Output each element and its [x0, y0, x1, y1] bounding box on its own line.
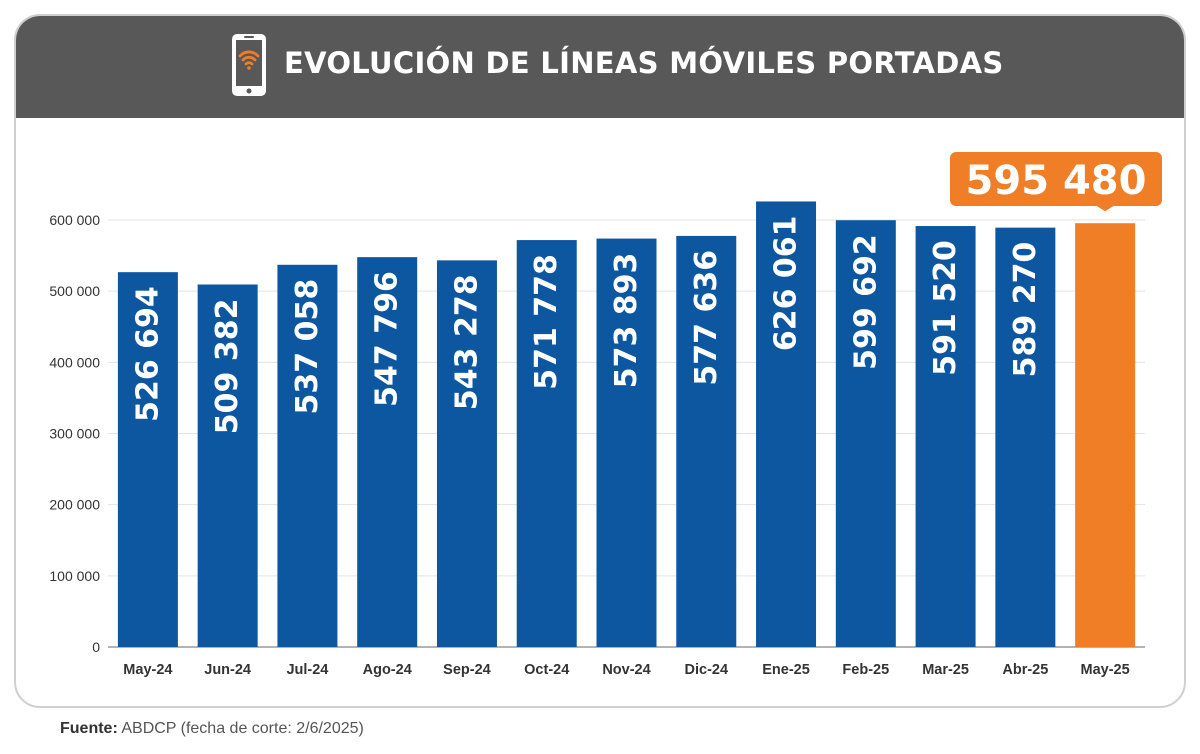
x-tick-label: Jul-24 [286, 662, 328, 678]
y-tick-label: 300 000 [49, 426, 100, 442]
x-tick-label: Sep-24 [443, 662, 491, 678]
bar-value-label: 547 796 [370, 271, 405, 407]
bar-value-label: 509 382 [210, 298, 245, 434]
bar [756, 201, 817, 648]
bar-value-label: 571 778 [529, 254, 564, 390]
bar-value-label: 599 692 [848, 234, 883, 370]
smartphone-wifi-icon [232, 34, 266, 96]
page-title: EVOLUCIÓN DE LÍNEAS MÓVILES PORTADAS [284, 46, 1004, 80]
bar-value-label: 543 278 [449, 274, 484, 410]
bar-value-label: 526 694 [130, 286, 165, 422]
x-tick-label: Nov-24 [602, 662, 650, 678]
x-tick-label: Ago-24 [363, 662, 412, 678]
y-tick-label: 400 000 [49, 354, 100, 370]
highlight-value-label: 595 480 [966, 158, 1147, 204]
y-tick-label: 200 000 [49, 497, 100, 513]
bar [676, 235, 737, 647]
bar [357, 257, 418, 647]
bar [197, 284, 258, 647]
x-tick-label: Abr-25 [1002, 662, 1048, 678]
bar-value-label: 577 636 [689, 250, 724, 386]
x-tick-label: Dic-24 [685, 662, 729, 678]
bar-value-label: 537 058 [290, 279, 325, 415]
y-tick-label: 100 000 [49, 568, 100, 584]
header-bar: EVOLUCIÓN DE LÍNEAS MÓVILES PORTADAS [16, 16, 1184, 118]
bar-chart: 0 100 000 200 000 300 000 400 000 500 000 600 … [49, 152, 1162, 678]
source-text: ABDCP (fecha de corte: 2/6/2025) [121, 720, 364, 737]
bar [516, 240, 577, 647]
bar [436, 260, 497, 647]
x-tick-label: May-24 [123, 662, 172, 678]
x-tick-label: Oct-24 [524, 662, 569, 678]
bar-value-label: 591 520 [928, 240, 963, 376]
bar-value-label: 589 270 [1008, 242, 1043, 378]
bar [915, 226, 976, 648]
bar [835, 220, 896, 648]
highlight-callout [950, 152, 1162, 206]
x-tick-label: Mar-25 [922, 662, 969, 678]
highlight-callout-pointer [1095, 205, 1116, 212]
y-tick-label: 600 000 [49, 212, 100, 228]
source-note: Fuente: ABDCP (fecha de corte: 2/6/2025) [60, 720, 364, 738]
bar-value-label: 573 893 [609, 253, 644, 389]
bar-highlighted [1075, 223, 1136, 647]
bar [277, 264, 338, 647]
x-tick-label: May-25 [1081, 662, 1130, 678]
bar [117, 272, 178, 647]
x-tick-label: Feb-25 [842, 662, 889, 678]
x-tick-label: Ene-25 [762, 662, 810, 678]
bar [596, 238, 657, 648]
source-label: Fuente: [60, 720, 118, 737]
bar-value-label: 626 061 [769, 215, 804, 351]
bar [995, 227, 1056, 648]
y-tick-label: 500 000 [49, 283, 100, 299]
y-tick-label: 0 [92, 639, 100, 655]
x-tick-label: Jun-24 [204, 662, 251, 678]
